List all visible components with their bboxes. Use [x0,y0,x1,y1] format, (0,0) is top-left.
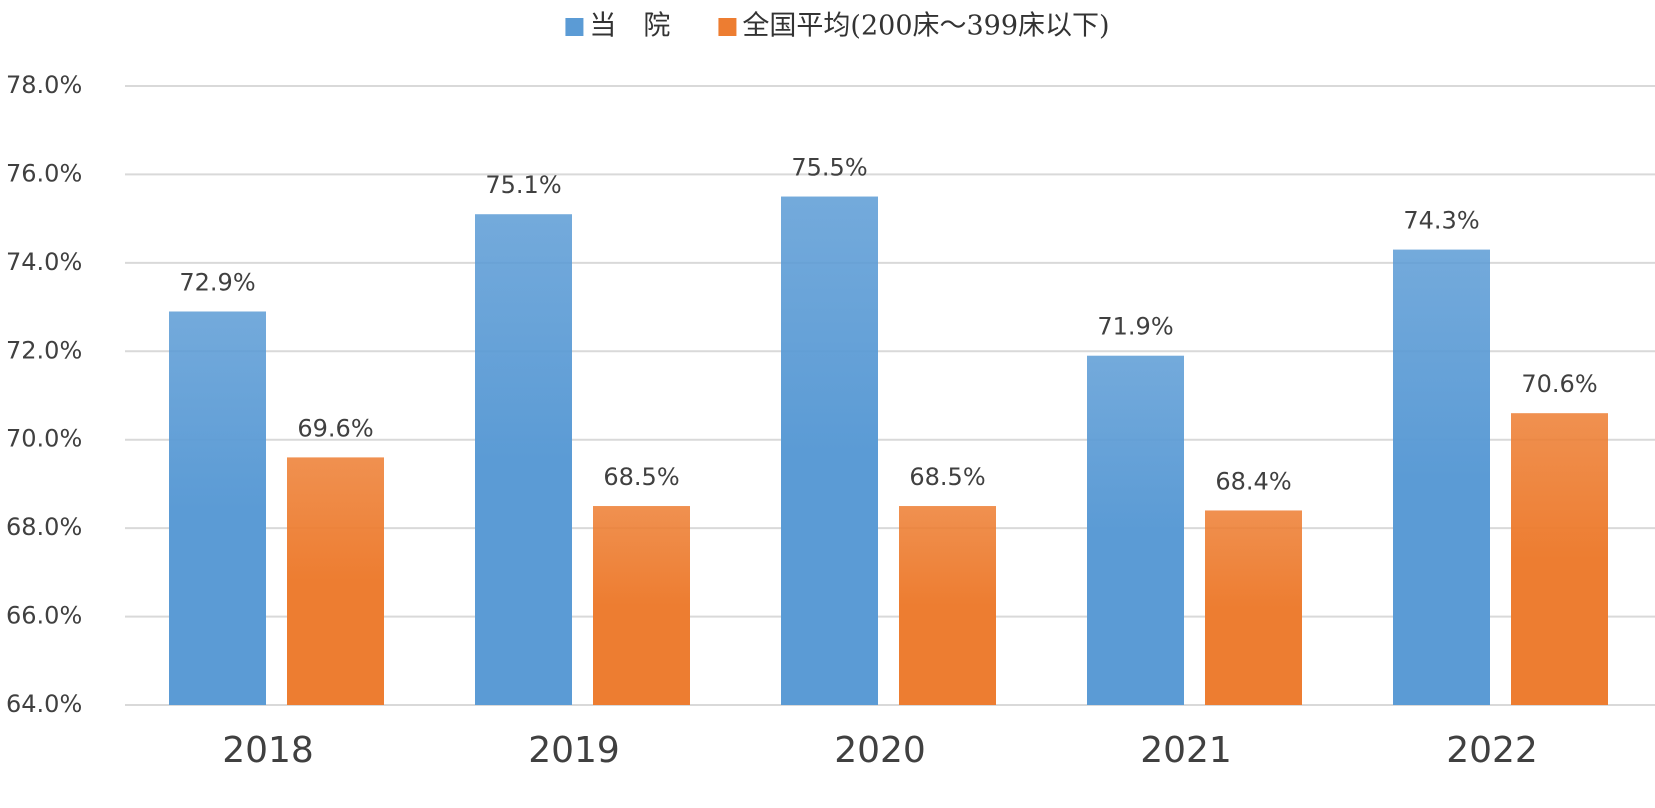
x-tick-label: 2020 [834,730,926,771]
bar [475,214,572,705]
legend-label: 当 院 [589,11,670,42]
bar [899,506,996,705]
legend-swatch [565,18,584,36]
y-tick-label: 76.0% [6,159,82,187]
x-tick-label: 2021 [1140,730,1232,771]
legend: 当 院 全国平均(200床～399床以下) [565,11,1110,42]
y-tick-label: 70.0% [6,425,82,453]
value-label: 68.5% [603,463,679,491]
bar [1393,249,1490,706]
bar [1087,355,1184,705]
bar [593,506,690,705]
y-tick-label: 64.0% [6,690,82,718]
value-label: 74.3% [1403,207,1479,235]
bar [781,196,878,706]
x-tick-label: 2018 [222,730,314,771]
x-tick-label: 2019 [528,730,620,771]
value-label: 71.9% [1097,313,1173,341]
bar [1511,413,1608,705]
bar [1205,510,1302,705]
y-tick-label: 72.0% [6,336,82,364]
x-tick-label: 2022 [1446,730,1538,771]
value-label: 75.1% [485,171,561,199]
legend-swatch [718,18,737,36]
y-tick-label: 68.0% [6,513,82,541]
bar [287,457,384,705]
y-tick-label: 74.0% [6,248,82,276]
y-tick-label: 78.0% [6,71,82,99]
value-label: 68.5% [909,463,985,491]
value-label: 72.9% [179,268,255,296]
value-label: 68.4% [1215,467,1291,495]
bar [169,311,266,705]
value-label: 69.6% [297,414,373,442]
legend-label: 全国平均(200床～399床以下) [742,11,1109,42]
value-label: 70.6% [1521,370,1597,398]
value-label: 75.5% [791,154,867,182]
y-tick-label: 66.0% [6,602,82,630]
